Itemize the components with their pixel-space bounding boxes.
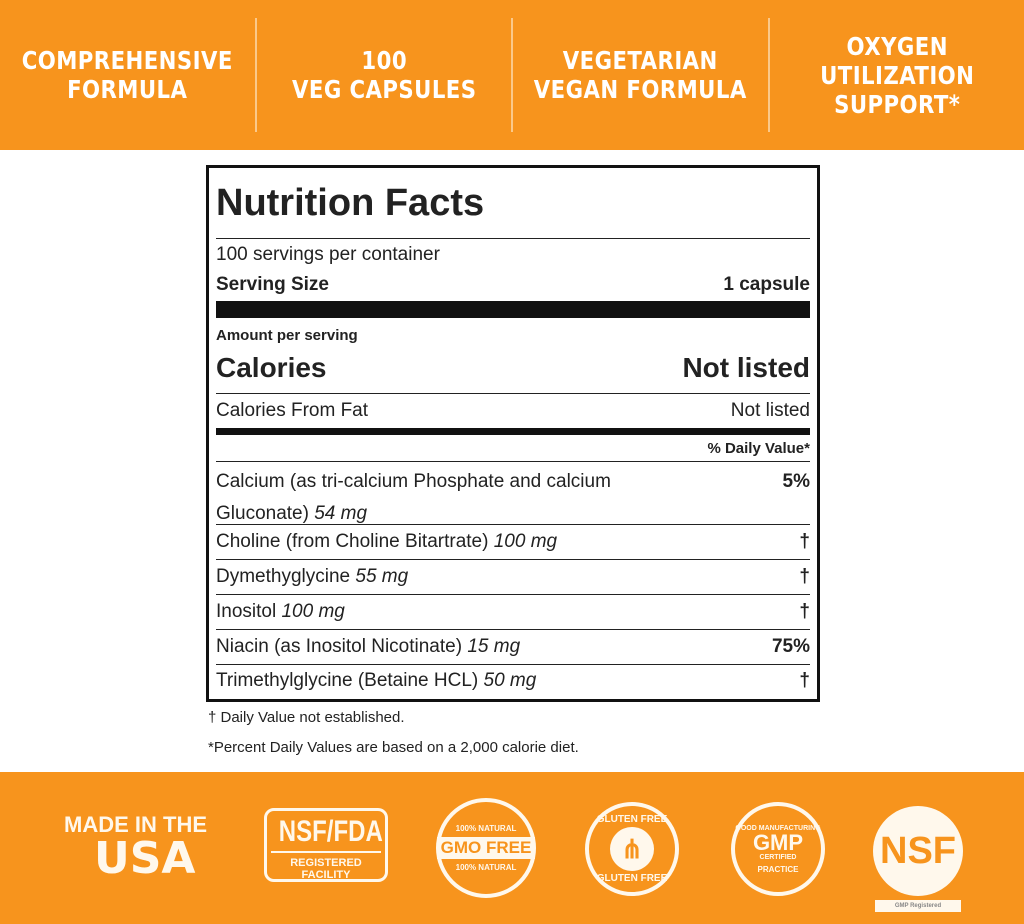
nutrient-amount: 55 mg [355,566,409,587]
nutrient-amount: 50 mg [483,670,537,691]
feature-text: OXYGEN UTILIZATION SUPPORT* [819,31,974,119]
calories-row: Calories Not listed [216,352,810,384]
nutrient-name: Gluconate) [216,503,309,524]
nutrient-dv: † [799,566,810,587]
cal-fat-value: Not listed [730,400,810,421]
badge-text: GMO FREE [436,837,536,859]
badge-text: GLUTEN FREE [596,873,668,884]
nutrient-dv: † [799,531,810,552]
serving-size-label: Serving Size [216,274,329,295]
gmp-certified-badge: GOOD MANUFACTURING GMP CERTIFIED PRACTIC… [731,802,825,896]
gmo-free-badge: 100% NATURAL GMO FREE 100% NATURAL [436,798,536,898]
nutrient-amount: 100 mg [281,601,345,622]
amount-per-serving: Amount per serving [216,327,358,344]
serving-size-row: Serving Size 1 capsule [216,274,810,296]
divider [254,18,257,132]
label-title: Nutrition Facts [216,182,485,224]
badge-text: GMP Registered [875,900,961,912]
nsf-badge: NSF GMP Registered [873,806,963,918]
badge-text: GLUTEN FREE [596,814,668,825]
nutrient-row: Calcium (as tri-calcium Phosphate and ca… [216,466,810,530]
feature-comprehensive: COMPREHENSIVE FORMULA [19,0,235,150]
nutrient-dv: † [799,670,810,691]
feature-text: COMPREHENSIVE FORMULA [21,46,233,104]
divider [216,301,810,318]
cal-fat-label: Calories From Fat [216,400,369,421]
nutrient-row: Trimethylglycine (Betaine HCL) 50 mg † [216,670,810,692]
footnote-dagger: † Daily Value not established. [208,709,405,726]
badge-text: REGISTERED FACILITY [271,851,381,881]
nutrient-name: Inositol [216,601,277,622]
divider [216,428,810,435]
calories-value: Not listed [682,352,810,383]
nutrient-amount: 54 mg [314,503,368,524]
nutrient-name: Niacin (as Inositol Nicotinate) [216,636,463,657]
badge-banner: MADE IN THE USA NSF/FDA REGISTERED FACIL… [0,772,1024,924]
nutrient-name: Calcium (as tri-calcium Phosphate and ca… [216,471,611,492]
nutrient-name: Dymethyglycine [216,566,351,587]
badge-text: NSF [873,806,963,896]
badge-text: CERTIFIED [759,853,797,861]
nutrient-row: Inositol 100 mg † [216,601,810,623]
nutrient-dv: 75% [771,636,810,657]
feature-capsules: 100 VEG CAPSULES [276,0,492,150]
made-in-usa-badge: MADE IN THE USA [64,812,224,884]
nutrient-row: Choline (from Choline Bitartrate) 100 mg… [216,531,810,553]
divider [767,18,770,132]
feature-vegan: VEGETARIAN VEGAN FORMULA [532,0,748,150]
divider [511,18,513,132]
nutrient-dv: 5% [782,471,810,492]
nutrition-facts-label: Nutrition Facts 100 servings per contain… [206,165,820,702]
feature-oxygen: OXYGEN UTILIZATION SUPPORT* [789,0,1005,150]
nutrient-row: Niacin (as Inositol Nicotinate) 15 mg 75% [216,636,810,658]
nutrient-name: Trimethylglycine (Betaine HCL) [216,670,479,691]
feature-text: 100 VEG CAPSULES [291,46,476,104]
wheat-icon: ⋔ [610,827,654,871]
servings-per-container: 100 servings per container [216,244,440,265]
gluten-free-badge: GLUTEN FREE ⋔ GLUTEN FREE [585,802,679,896]
nutrient-name: Choline (from Choline Bitartrate) [216,531,489,552]
nutrient-dv: † [799,601,810,622]
badge-text: NSF/FDA [278,815,383,848]
badge-text: MADE IN THE [64,812,207,837]
nutrient-row: Dymethyglycine 55 mg † [216,566,810,588]
badge-text: GMP [752,829,804,855]
badge-text: 100% NATURAL [455,824,517,833]
daily-value-header: % Daily Value* [707,440,810,457]
badge-text: USA [94,833,196,884]
feature-text: VEGETARIAN VEGAN FORMULA [533,46,747,104]
nsf-fda-badge: NSF/FDA REGISTERED FACILITY [264,808,388,882]
calories-label: Calories [216,352,327,383]
serving-size-value: 1 capsule [723,274,810,295]
badge-text: GOOD MANUFACTURING [735,824,821,832]
footnote-percent: *Percent Daily Values are based on a 2,0… [208,739,579,756]
badge-text: 100% NATURAL [455,863,517,872]
nutrient-amount: 15 mg [467,636,521,657]
nutrient-amount: 100 mg [493,531,558,552]
badge-text: PRACTICE [757,864,799,874]
feature-banner: COMPREHENSIVE FORMULA 100 VEG CAPSULES V… [0,0,1024,150]
calories-from-fat-row: Calories From Fat Not listed [216,400,810,422]
